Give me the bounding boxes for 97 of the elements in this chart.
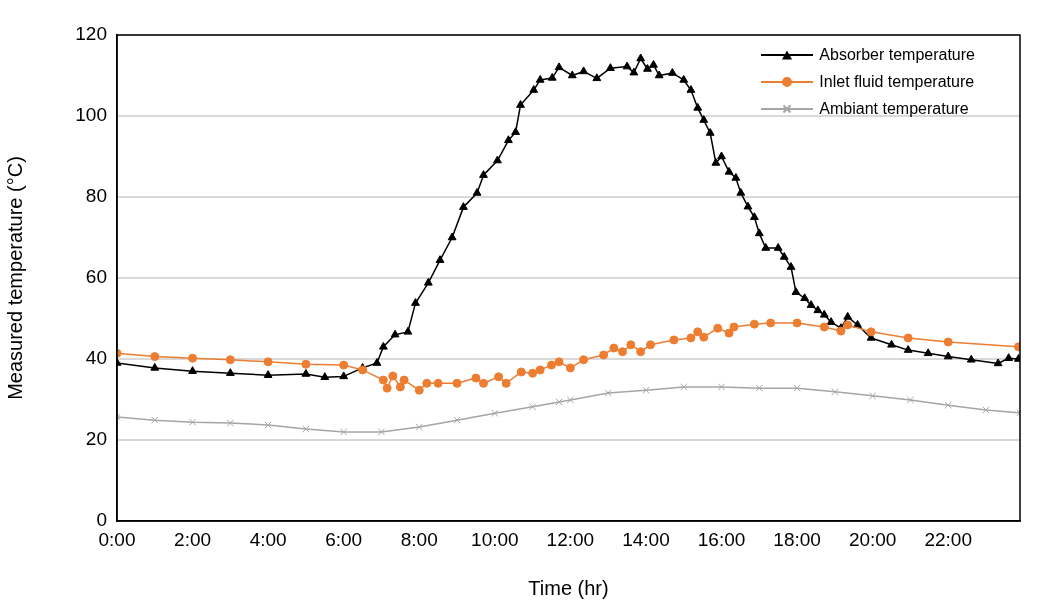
point — [528, 368, 538, 378]
y-tick-label: 120 — [75, 23, 107, 45]
point — [699, 332, 709, 342]
point — [188, 353, 198, 363]
point — [686, 333, 696, 343]
point — [491, 409, 499, 417]
point — [358, 365, 368, 375]
x-axis-title: Time (hr) — [528, 576, 609, 599]
point — [579, 355, 589, 365]
point — [713, 323, 723, 333]
point — [903, 333, 913, 343]
point — [263, 357, 273, 367]
point — [528, 403, 537, 411]
point — [943, 337, 953, 347]
y-tick-label: 60 — [85, 266, 107, 288]
point — [415, 423, 423, 431]
point — [843, 320, 853, 330]
point — [433, 378, 443, 388]
point — [414, 385, 424, 395]
point — [422, 378, 432, 388]
point — [868, 392, 877, 400]
point — [453, 416, 461, 424]
legend-label: Inlet fluid temperature — [819, 72, 975, 92]
y-tick-label: 80 — [85, 185, 107, 207]
x-tick-label: 22:00 — [924, 528, 972, 550]
point — [819, 322, 829, 332]
point — [626, 340, 636, 350]
point — [395, 382, 405, 392]
point — [565, 363, 575, 373]
point — [494, 372, 504, 382]
point — [669, 335, 679, 345]
point — [302, 425, 310, 433]
x-tick-label: 0:00 — [98, 528, 136, 550]
x-tick-label: 12:00 — [546, 528, 595, 550]
point — [516, 367, 526, 377]
point — [609, 343, 619, 353]
x-tick-label: 10:00 — [471, 528, 519, 550]
legend-label: Ambiant temperature — [819, 99, 969, 119]
point — [188, 418, 197, 426]
point — [471, 373, 481, 383]
point — [566, 396, 575, 404]
point — [225, 355, 235, 365]
point — [378, 375, 388, 385]
point — [642, 386, 650, 394]
point — [301, 359, 311, 369]
x-tick-label: 4:00 — [249, 528, 287, 550]
x-tick-label: 2:00 — [174, 528, 212, 550]
point — [793, 384, 801, 392]
point — [399, 375, 409, 385]
point — [547, 360, 556, 370]
point — [151, 416, 159, 424]
point — [377, 428, 386, 436]
point — [693, 327, 703, 337]
point — [150, 352, 160, 362]
point — [555, 398, 563, 406]
point — [478, 378, 488, 388]
point — [618, 347, 628, 357]
point — [982, 406, 990, 414]
point — [339, 360, 349, 370]
point — [388, 371, 398, 381]
point — [501, 378, 511, 388]
point — [766, 318, 776, 328]
point — [831, 388, 839, 396]
point — [604, 389, 612, 397]
x-tick-label: 18:00 — [773, 528, 821, 550]
x-tick-label: 14:00 — [622, 528, 670, 550]
point — [866, 327, 876, 337]
point — [340, 428, 348, 436]
x-tick-label: 8:00 — [400, 528, 438, 550]
point — [944, 401, 952, 409]
x-tick-label: 16:00 — [697, 528, 746, 550]
point — [749, 319, 759, 329]
point — [724, 328, 734, 338]
point — [645, 340, 655, 350]
y-tick-label: 40 — [85, 347, 107, 369]
point — [264, 421, 272, 429]
y-tick-label: 100 — [75, 104, 107, 126]
point — [599, 350, 609, 360]
point — [729, 322, 739, 332]
point — [452, 378, 462, 388]
point — [554, 357, 564, 367]
y-axis-title: Measured temperature (°C) — [3, 156, 26, 400]
point — [382, 383, 392, 393]
point — [535, 365, 545, 375]
point — [226, 419, 235, 427]
point — [717, 383, 726, 391]
point — [836, 326, 846, 336]
x-tick-label: 20:00 — [848, 528, 897, 550]
x-tick-label: 6:00 — [325, 528, 363, 550]
y-tick-label: 0 — [96, 509, 107, 531]
y-tick-label: 20 — [85, 428, 107, 450]
point — [755, 384, 763, 392]
point — [906, 396, 915, 404]
point — [680, 383, 688, 391]
point — [636, 347, 646, 357]
legend-label: Absorber temperature — [819, 45, 975, 65]
point — [792, 318, 802, 328]
